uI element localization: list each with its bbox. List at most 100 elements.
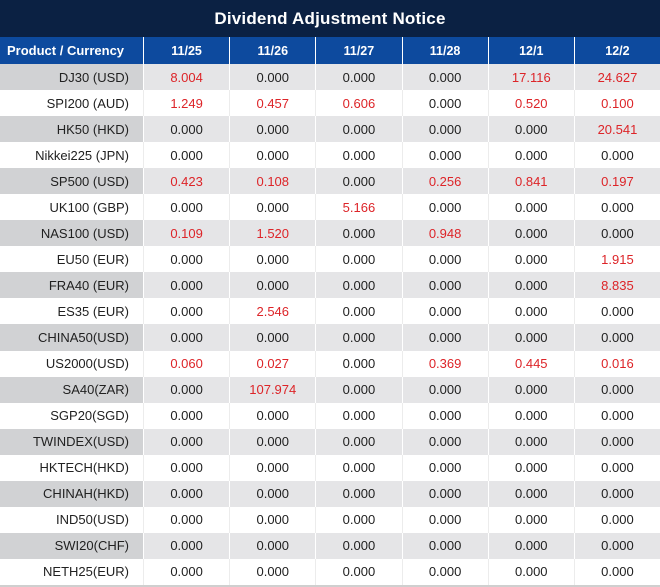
value-cell: 0.000 (487, 506, 574, 533)
value-cell: 0.000 (573, 402, 660, 429)
product-cell: EU50 (EUR) (56, 251, 129, 267)
value-cell: 0.423 (143, 168, 229, 195)
value-cell: 0.197 (573, 168, 660, 195)
value-cell: 0.000 (401, 194, 488, 221)
column-header-date: 11/25 (143, 37, 229, 64)
value-cell: 20.541 (573, 116, 660, 143)
value-cell: 0.000 (315, 376, 401, 403)
product-cell: Nikkei225 (JPN) (35, 147, 129, 163)
value-cell: 0.000 (487, 246, 574, 273)
value-cell: 0.000 (315, 246, 401, 273)
value-cell: 0.000 (229, 532, 315, 559)
value-cell: 0.000 (401, 246, 488, 273)
value-cell: 0.000 (573, 480, 660, 507)
column-header-product: Product / Currency (7, 43, 125, 58)
value-cell: 0.000 (401, 116, 488, 143)
product-cell: SP500 (USD) (0, 168, 143, 195)
value-cell: 0.000 (487, 480, 574, 507)
value-cell: 0.000 (229, 324, 315, 351)
value-cell: 0.000 (143, 142, 229, 169)
table-row: HKTECH(HKD) 0.000 0.000 0.000 0.000 0.000 0.00… (0, 454, 660, 481)
value-cell: 0.000 (573, 532, 660, 559)
table-row: IND50(USD) 0.000 0.000 0.000 0.000 0.000 0.000 (0, 506, 660, 533)
value-cell: 8.004 (143, 64, 229, 91)
product-cell: UK100 (GBP) (49, 199, 129, 215)
value-cell: 0.000 (315, 220, 401, 247)
table-row: SA40(ZAR) 0.000 107.974 0.000 0.000 0.000 0.00… (0, 376, 660, 403)
value-cell: 0.369 (401, 350, 488, 377)
page-title: Dividend Adjustment Notice (214, 8, 446, 28)
product-cell: FRA40 (EUR) (0, 272, 143, 299)
column-header-date: 12/2 (573, 37, 660, 64)
value-cell: 0.000 (143, 532, 229, 559)
value-cell: 0.000 (573, 454, 660, 481)
value-cell: 0.948 (401, 220, 488, 247)
value-cell: 8.835 (573, 272, 660, 299)
value-cell: 0.000 (229, 64, 315, 91)
value-cell: 0.000 (401, 324, 488, 351)
value-cell: 0.000 (143, 194, 229, 221)
value-cell: 0.000 (573, 506, 660, 533)
value-cell: 0.000 (401, 298, 488, 325)
value-cell: 17.116 (487, 64, 574, 91)
value-cell: 0.000 (401, 454, 488, 481)
value-cell: 0.000 (229, 480, 315, 507)
value-cell: 0.000 (315, 558, 401, 585)
column-header-date: 11/28 (401, 37, 488, 64)
value-cell: 0.016 (573, 350, 660, 377)
value-cell: 0.000 (573, 194, 660, 221)
value-cell: 1.520 (229, 220, 315, 247)
value-cell: 0.000 (229, 194, 315, 221)
value-cell: 0.000 (229, 272, 315, 299)
value-cell: 0.000 (487, 376, 574, 403)
value-cell: 0.000 (143, 272, 229, 299)
table-row: SWI20(CHF) 0.000 0.000 0.000 0.000 0.000 0.000 (0, 532, 660, 559)
value-cell: 0.060 (143, 350, 229, 377)
table-row: SPI200 (AUD) 1.249 0.457 0.606 0.000 0.520 0.1… (0, 90, 660, 117)
table-row: UK100 (GBP) 0.000 0.000 5.166 0.000 0.000 0.00… (0, 194, 660, 221)
value-cell: 0.000 (143, 324, 229, 351)
product-cell: SA40(ZAR) (0, 376, 143, 403)
table-row: CHINAH(HKD) 0.000 0.000 0.000 0.000 0.000 0.00… (0, 480, 660, 507)
table-row: EU50 (EUR) 0.000 0.000 0.000 0.000 0.000 1.915 (0, 246, 660, 273)
value-cell: 1.249 (143, 90, 229, 117)
value-cell: 5.166 (315, 194, 401, 221)
value-cell: 0.000 (487, 532, 574, 559)
value-cell: 0.000 (401, 142, 488, 169)
product-cell: HKTECH(HKD) (39, 460, 129, 476)
value-cell: 1.915 (573, 246, 660, 273)
value-cell: 0.000 (229, 142, 315, 169)
table-row: SP500 (USD) 0.423 0.108 0.000 0.256 0.841 0.19… (0, 168, 660, 195)
value-cell: 0.000 (229, 558, 315, 585)
table-row: FRA40 (EUR) 0.000 0.000 0.000 0.000 0.000 8.83… (0, 272, 660, 299)
value-cell: 0.000 (315, 350, 401, 377)
value-cell: 107.974 (229, 376, 315, 403)
product-cell: HK50 (HKD) (0, 116, 143, 143)
value-cell: 0.256 (401, 168, 488, 195)
value-cell: 0.000 (573, 220, 660, 247)
product-cell: DJ30 (USD) (0, 64, 143, 91)
column-header-date: 12/1 (487, 37, 574, 64)
table-body: DJ30 (USD) 8.004 0.000 0.000 0.000 17.116 24.6… (0, 64, 660, 585)
value-cell: 0.109 (143, 220, 229, 247)
product-cell: SPI200 (AUD) (46, 95, 129, 111)
table-bottom-border (0, 585, 660, 587)
value-cell: 0.000 (315, 64, 401, 91)
value-cell: 0.000 (401, 64, 488, 91)
value-cell: 0.000 (229, 402, 315, 429)
value-cell: 0.000 (143, 116, 229, 143)
table-row: US2000(USD) 0.060 0.027 0.000 0.369 0.445 0.01… (0, 350, 660, 377)
product-cell: NETH25(EUR) (43, 564, 129, 580)
table-header-row: Product / Currency 11/25 11/26 11/27 11/28 1… (0, 37, 660, 64)
value-cell: 0.000 (401, 480, 488, 507)
table-row: HK50 (HKD) 0.000 0.000 0.000 0.000 0.000 20.54… (0, 116, 660, 143)
value-cell: 0.027 (229, 350, 315, 377)
value-cell: 0.000 (573, 324, 660, 351)
product-cell: US2000(USD) (45, 356, 129, 372)
product-cell: CHINAH(HKD) (0, 480, 143, 507)
value-cell: 0.000 (401, 402, 488, 429)
value-cell: 0.000 (401, 506, 488, 533)
value-cell: 0.000 (315, 506, 401, 533)
value-cell: 0.000 (401, 272, 488, 299)
table-row: CHINA50(USD) 0.000 0.000 0.000 0.000 0.000 0.0… (0, 324, 660, 351)
